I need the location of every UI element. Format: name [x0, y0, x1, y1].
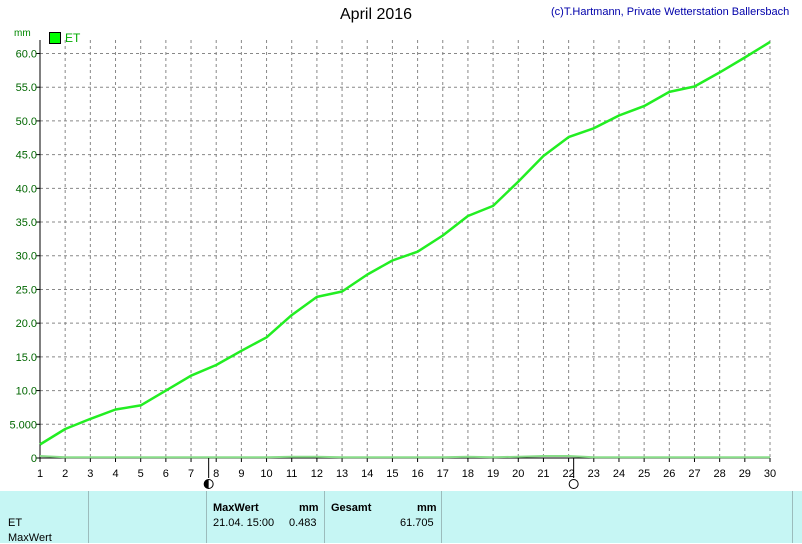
- x-tick-label: 11: [286, 468, 297, 480]
- table-divider: [88, 491, 89, 543]
- x-tick-label: 8: [213, 468, 219, 480]
- series-line-et-maxwert: [39, 455, 770, 459]
- moon-markers: [203, 458, 579, 489]
- y-tick-label: 50.0: [16, 116, 37, 128]
- maxwert-header: MaxWert: [213, 502, 259, 514]
- gesamt-value: 61.705: [400, 517, 434, 529]
- x-tick-label: 23: [588, 468, 600, 480]
- x-tick-label: 16: [411, 468, 423, 480]
- x-tick-label: 29: [739, 468, 751, 480]
- x-tick-label: 7: [188, 468, 194, 480]
- x-tick-label: 6: [163, 468, 169, 480]
- legend-label: ET: [65, 31, 81, 45]
- x-tick-label: 15: [386, 468, 398, 480]
- chart-title: April 2016: [340, 6, 413, 23]
- x-tick-label: 9: [238, 468, 244, 480]
- legend-swatch: [49, 32, 61, 44]
- moon-shade: [204, 479, 209, 489]
- table-divider: [792, 491, 793, 543]
- x-tick-label: 14: [361, 468, 373, 480]
- grid: [40, 40, 771, 458]
- x-tick-label: 4: [112, 468, 118, 480]
- y-tick-label: 35.0: [16, 217, 37, 229]
- x-tick-label: 5: [138, 468, 144, 480]
- y-tick-label: 5.000: [9, 419, 37, 431]
- table-divider: [441, 491, 442, 543]
- gesamt-header: Gesamt: [331, 502, 372, 514]
- y-tick-label: 0: [31, 453, 37, 465]
- x-tick-label: 25: [638, 468, 650, 480]
- new-moon-icon: [568, 479, 579, 489]
- y-tick-label: 20.0: [16, 318, 37, 330]
- row-label-maxwert: MaxWert: [8, 532, 52, 544]
- y-axis-unit: mm: [14, 28, 31, 39]
- x-tick-label: 21: [537, 468, 549, 480]
- x-tick-label: 1: [37, 468, 43, 480]
- x-tick-label: 10: [260, 468, 272, 480]
- x-tick-label: 24: [613, 468, 625, 480]
- series-lines: [39, 40, 771, 459]
- copyright-text: (c)T.Hartmann, Private Wetterstation Bal…: [551, 6, 790, 18]
- y-tick-label: 10.0: [16, 386, 37, 398]
- legend: ET: [49, 31, 80, 45]
- axes: [36, 40, 771, 462]
- y-tick-label: 60.0: [16, 48, 37, 60]
- row-label-et: ET: [8, 517, 23, 529]
- table-divider: [206, 491, 207, 543]
- x-tick-label: 27: [688, 468, 700, 480]
- y-tick-label: 55.0: [16, 82, 37, 94]
- x-tick-labels: 1 2 3 4 5 6 7 8 9 10 11 12 13 14 15 16 17 18 19 20 21 22 23 24 2…: [37, 468, 776, 480]
- x-tick-label: 12: [311, 468, 323, 480]
- table-divider: [324, 491, 325, 543]
- x-tick-label: 13: [336, 468, 348, 480]
- x-tick-label: 20: [512, 468, 524, 480]
- x-tick-label: 17: [437, 468, 449, 480]
- series-line-et: [39, 40, 771, 446]
- gesamt-unit: mm: [417, 502, 437, 514]
- maxwert-value: 0.483: [289, 517, 317, 529]
- y-tick-label: 25.0: [16, 284, 37, 296]
- x-tick-label: 18: [462, 468, 474, 480]
- maxwert-unit: mm: [299, 502, 319, 514]
- y-tick-label: 15.0: [16, 352, 37, 364]
- x-tick-label: 22: [562, 468, 574, 480]
- maxwert-date: 21.04. 15:00: [213, 517, 275, 529]
- y-tick-label: 40.0: [16, 183, 37, 195]
- x-tick-label: 19: [487, 468, 499, 480]
- x-tick-label: 30: [764, 468, 776, 480]
- x-tick-label: 26: [663, 468, 675, 480]
- x-tick-label: 3: [87, 468, 93, 480]
- y-tick-label: 45.0: [16, 150, 37, 162]
- et-line-chart: 0 5.000 10.0 15.0 20.0 25.0 30.0 35.0 40.0 45.0 50…: [9, 40, 776, 489]
- summary-table: ET MaxWert MaxWert mm 21.04. 15:00 0.483…: [0, 491, 802, 544]
- y-tick-label: 30.0: [16, 251, 37, 263]
- y-tick-labels: 0 5.000 10.0 15.0 20.0 25.0 30.0 35.0 40.0 45.0 50…: [9, 48, 37, 465]
- x-tick-label: 28: [714, 468, 726, 480]
- x-tick-label: 2: [62, 468, 68, 480]
